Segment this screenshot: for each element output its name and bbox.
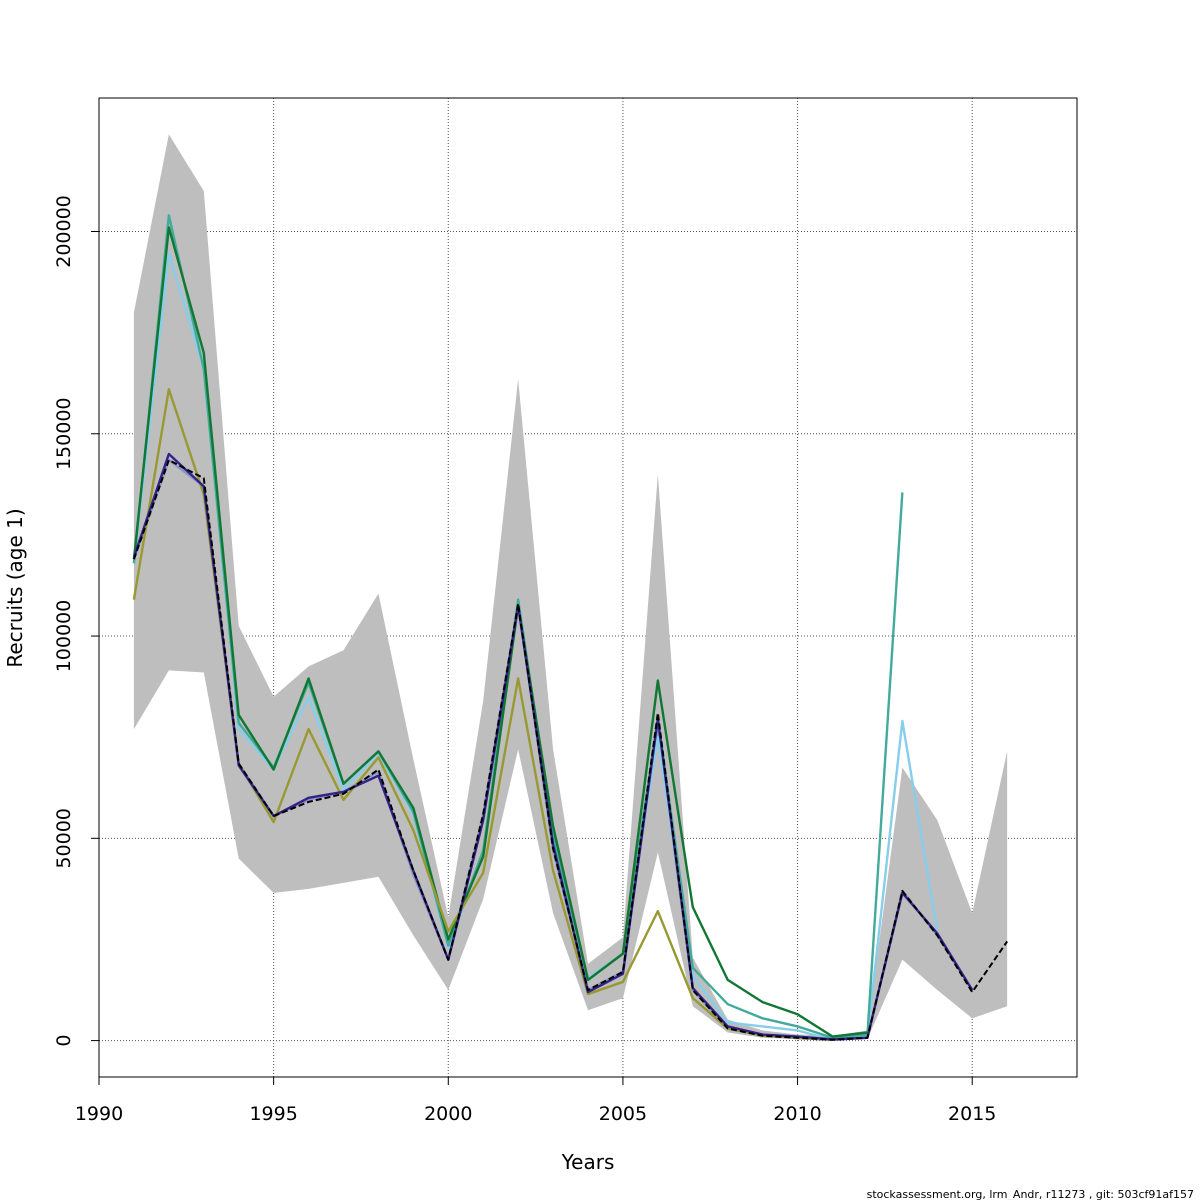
x-axis: 1990 1995 2000 2005 2010 2015 [75, 1076, 996, 1125]
x-tick-label: 1990 [75, 1103, 123, 1125]
x-tick-label: 2010 [773, 1103, 821, 1125]
series-lines-group [132, 214, 1008, 1041]
series-line-dashed [132, 459, 1008, 1041]
y-axis: 0 50000 100000 150000 200000 [53, 195, 100, 1047]
confidence-band [133, 134, 1008, 1040]
x-tick-label: 2005 [599, 1103, 647, 1125]
x-tick-label: 2000 [424, 1103, 472, 1125]
y-tick-label: 0 [53, 1035, 75, 1047]
grid-lines [98, 98, 1077, 1077]
x-tick-label: 2015 [948, 1103, 996, 1125]
footer-credit: stockassessment.org, lrm_Andr, r11273 , … [867, 1188, 1194, 1200]
series-line [132, 226, 868, 1038]
y-tick-label: 100000 [53, 600, 75, 673]
y-axis-title: Recruits (age 1) [3, 508, 27, 667]
confidence-band-group [133, 134, 1008, 1040]
x-axis-title: Years [561, 1150, 615, 1174]
y-tick-label: 50000 [53, 808, 75, 868]
y-tick-label: 150000 [53, 398, 75, 471]
y-tick-label: 200000 [53, 195, 75, 268]
x-tick-label: 1995 [249, 1103, 297, 1125]
